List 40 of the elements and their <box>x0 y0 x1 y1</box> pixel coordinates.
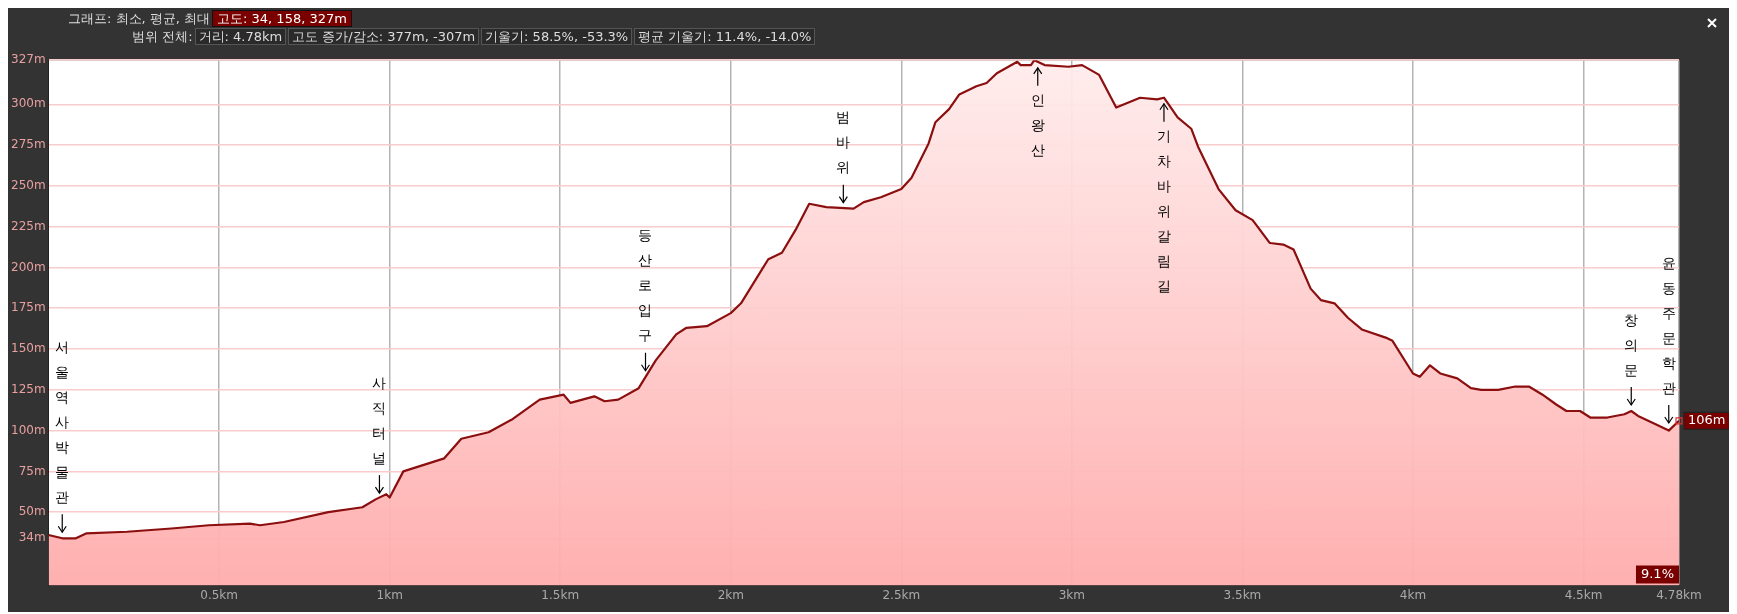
x-tick-label: 2km <box>717 587 744 602</box>
x-tick-label: 4.78km <box>1656 587 1702 602</box>
x-tick-label: 4km <box>1399 587 1427 602</box>
y-tick-label: 225m <box>11 218 46 233</box>
y-tick-label: 100m <box>11 422 46 437</box>
annotation: 윤동주문학관 <box>1661 254 1676 396</box>
text: 고도: 34, 158, 327m <box>212 10 352 27</box>
annotation: 사직터널 <box>372 374 387 466</box>
y-tick-label: 75m <box>18 463 46 478</box>
annotation: 서울역사박물관 <box>55 338 70 505</box>
x-tick-label: 0.5km <box>200 587 239 602</box>
y-tick-label: 175m <box>11 300 46 315</box>
text: 기울기: 58.5%, -53.3% <box>481 28 633 45</box>
annotation: 등산로입구 <box>638 227 653 344</box>
x-tick-label: 1km <box>376 587 403 602</box>
y-tick-label: 34m <box>18 530 46 545</box>
x-tick-label: 3km <box>1058 587 1085 602</box>
x-tick-label: 1.5km <box>541 587 580 602</box>
y-tick-label: 50m <box>18 504 46 519</box>
annotation: 기차바위갈림길 <box>1156 128 1171 295</box>
y-tick-label: 125m <box>11 381 46 396</box>
text: 고도 증가/감소: 377m, -307m <box>288 28 480 45</box>
x-tick-label: 2.5km <box>882 587 921 602</box>
y-tick-label: 200m <box>11 259 46 274</box>
y-tick-label: 250m <box>11 177 46 192</box>
y-tick-label: 150m <box>11 341 46 356</box>
data-label: 106m <box>1688 412 1726 428</box>
annotation: 9.1% <box>1640 565 1674 581</box>
chart-title: 그래프: 최소, 평균, 최대 <box>68 11 211 26</box>
annotation: 범바위 <box>836 109 851 176</box>
x-tick-label: 4.5km <box>1564 587 1603 602</box>
x-tick-label: 3.5km <box>1223 587 1262 602</box>
text: 거리: 4.78km <box>194 28 287 45</box>
text: 평균 기울기: 11.4%, -14.0% <box>634 28 816 45</box>
annotation: 창의문 <box>1624 311 1639 378</box>
y-tick-label: 300m <box>11 96 46 111</box>
annotation: 인왕산 <box>1030 92 1045 159</box>
y-tick-label: 275m <box>11 137 46 152</box>
chart-subtitle: 범위 전체: <box>132 29 193 44</box>
y-tick-label: 327m <box>11 52 46 67</box>
